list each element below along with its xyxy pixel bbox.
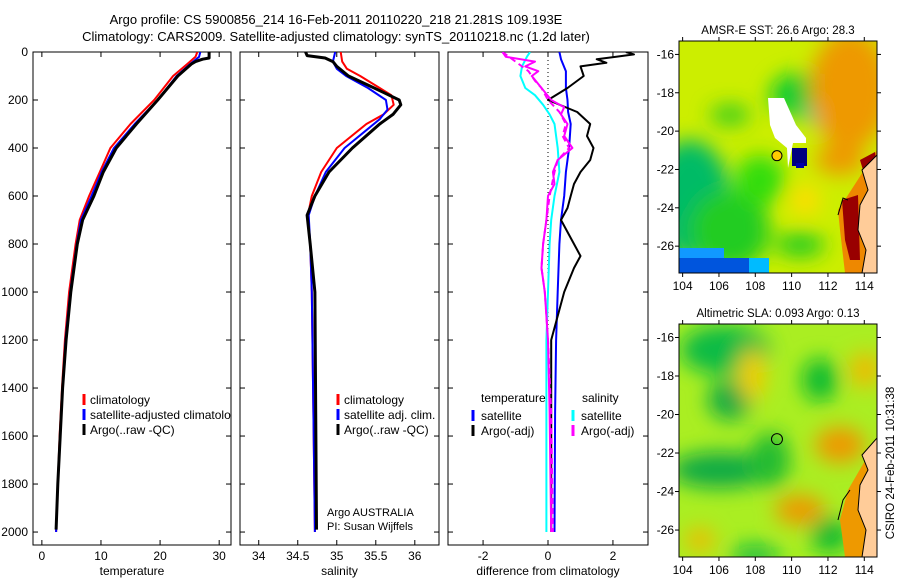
lat-tick-label: -18 bbox=[657, 86, 675, 100]
depth-tick-label: 200 bbox=[8, 93, 28, 107]
series-line-temperature-argo bbox=[547, 52, 635, 532]
sla-field bbox=[679, 324, 877, 557]
depth-tick-label: 2000 bbox=[1, 525, 28, 539]
lat-tick-label: -20 bbox=[657, 124, 675, 138]
series-line-argo bbox=[304, 52, 403, 530]
sst-map: AMSR-E SST: 26.6 Argo: 28.3 bbox=[657, 25, 881, 293]
salinity-panel: 34 34.5 35 35.5 36 salinity climatologysatelli… bbox=[239, 51, 440, 578]
x-tick-label: 34.5 bbox=[286, 549, 310, 563]
depth-tick-label: 400 bbox=[8, 141, 28, 155]
lat-tick-label: -22 bbox=[657, 446, 675, 460]
legend-label: climatology bbox=[344, 393, 404, 407]
lat-tick-label: -22 bbox=[657, 162, 675, 176]
legend-label: satellite-adjusted climatology bbox=[90, 408, 243, 422]
lon-tick-label: 104 bbox=[673, 279, 693, 293]
depth-tick-label: 800 bbox=[8, 237, 28, 251]
lon-tick-label: 106 bbox=[709, 563, 729, 577]
lon-tick-label: 108 bbox=[745, 279, 765, 293]
temperature-axes-frame bbox=[32, 51, 232, 546]
x-tick-label: 2 bbox=[610, 549, 617, 563]
temperature-xlabel: temperature bbox=[100, 564, 165, 578]
x-tick-label: 35 bbox=[330, 549, 344, 563]
figure-title-line-1: Argo profile: CS 5900856_214 16-Feb-2011… bbox=[110, 12, 563, 27]
x-tick-label: 35.5 bbox=[364, 549, 388, 563]
x-tick-label: 34 bbox=[252, 549, 266, 563]
argo-float-marker bbox=[771, 150, 783, 162]
lon-tick-label: 112 bbox=[818, 279, 837, 293]
series-line-salinity-argo-adj bbox=[501, 52, 571, 533]
legend-title-temperature: temperature bbox=[481, 391, 546, 405]
lat-tick-label: -24 bbox=[657, 201, 675, 215]
depth-tick-label: 1600 bbox=[1, 429, 28, 443]
legend-title-salinity: salinity bbox=[582, 391, 619, 405]
lon-tick-label: 106 bbox=[709, 279, 729, 293]
footer-stamp: CSIRO 24-Feb-2011 10:31:38 bbox=[885, 387, 897, 540]
legend-label: climatology bbox=[90, 393, 150, 407]
salinity-axes-frame bbox=[239, 51, 440, 546]
x-tick-label: -2 bbox=[478, 549, 489, 563]
legend-label: satellite bbox=[581, 409, 622, 423]
lon-tick-label: 108 bbox=[745, 563, 765, 577]
x-tick-label: 0 bbox=[545, 549, 552, 563]
difference-xlabel: difference from climatology bbox=[476, 564, 619, 578]
depth-tick-label: 1400 bbox=[1, 381, 28, 395]
depth-tick-label: 0 bbox=[21, 45, 28, 59]
legend-label: satellite bbox=[481, 409, 522, 423]
x-tick-label: 0 bbox=[39, 549, 46, 563]
series-line-salinity-satellite bbox=[519, 52, 561, 532]
depth-tick-label: 1000 bbox=[1, 285, 28, 299]
x-tick-label: 10 bbox=[94, 549, 108, 563]
lat-tick-label: -26 bbox=[657, 239, 675, 253]
sla-map: Altimetric SLA: 0.093 Argo: 0.13 bbox=[657, 308, 881, 577]
argo-float-marker bbox=[770, 433, 783, 446]
sla-map-frame bbox=[678, 323, 878, 558]
sla-map-title: Altimetric SLA: 0.093 Argo: 0.13 bbox=[696, 308, 859, 320]
figure-title-line-2: Climatology: CARS2009. Satellite-adjuste… bbox=[82, 29, 590, 44]
temperature-panel: 0 10 20 30 temperature climatologysatellite-a… bbox=[32, 51, 243, 578]
legend-label: Argo(..raw -QC) bbox=[90, 423, 175, 437]
lat-tick-label: -16 bbox=[657, 330, 675, 344]
depth-tick-label: 600 bbox=[8, 189, 28, 203]
lon-tick-label: 110 bbox=[782, 279, 801, 293]
depth-tick-label: 1200 bbox=[1, 333, 28, 347]
x-tick-label: 20 bbox=[153, 549, 167, 563]
lon-tick-label: 114 bbox=[855, 279, 874, 293]
sst-field bbox=[679, 41, 877, 273]
annotation-text: PI: Susan Wijffels bbox=[327, 521, 413, 533]
lat-tick-label: -26 bbox=[657, 523, 675, 537]
salinity-xlabel: salinity bbox=[321, 564, 358, 578]
lon-tick-label: 104 bbox=[673, 563, 693, 577]
sst-map-frame bbox=[678, 40, 878, 274]
x-tick-label: 30 bbox=[212, 549, 226, 563]
legend-label: Argo(-adj) bbox=[581, 424, 634, 438]
lon-tick-label: 114 bbox=[855, 563, 874, 577]
lat-tick-label: -18 bbox=[657, 369, 675, 383]
lon-tick-label: 110 bbox=[782, 563, 801, 577]
legend-label: Argo(..raw -QC) bbox=[344, 423, 429, 437]
legend-label: satellite adj. clim. bbox=[344, 408, 435, 422]
series-line-argo bbox=[54, 52, 211, 530]
sst-map-title: AMSR-E SST: 26.6 Argo: 28.3 bbox=[701, 25, 854, 37]
lat-tick-label: -16 bbox=[657, 47, 675, 61]
annotation-text: Argo AUSTRALIA bbox=[327, 507, 414, 519]
legend-label: Argo(-adj) bbox=[481, 424, 534, 438]
lat-tick-label: -24 bbox=[657, 485, 675, 499]
lon-tick-label: 112 bbox=[818, 563, 837, 577]
depth-tick-label: 1800 bbox=[1, 477, 28, 491]
lat-tick-label: -20 bbox=[657, 408, 675, 422]
x-tick-label: 36 bbox=[408, 549, 422, 563]
